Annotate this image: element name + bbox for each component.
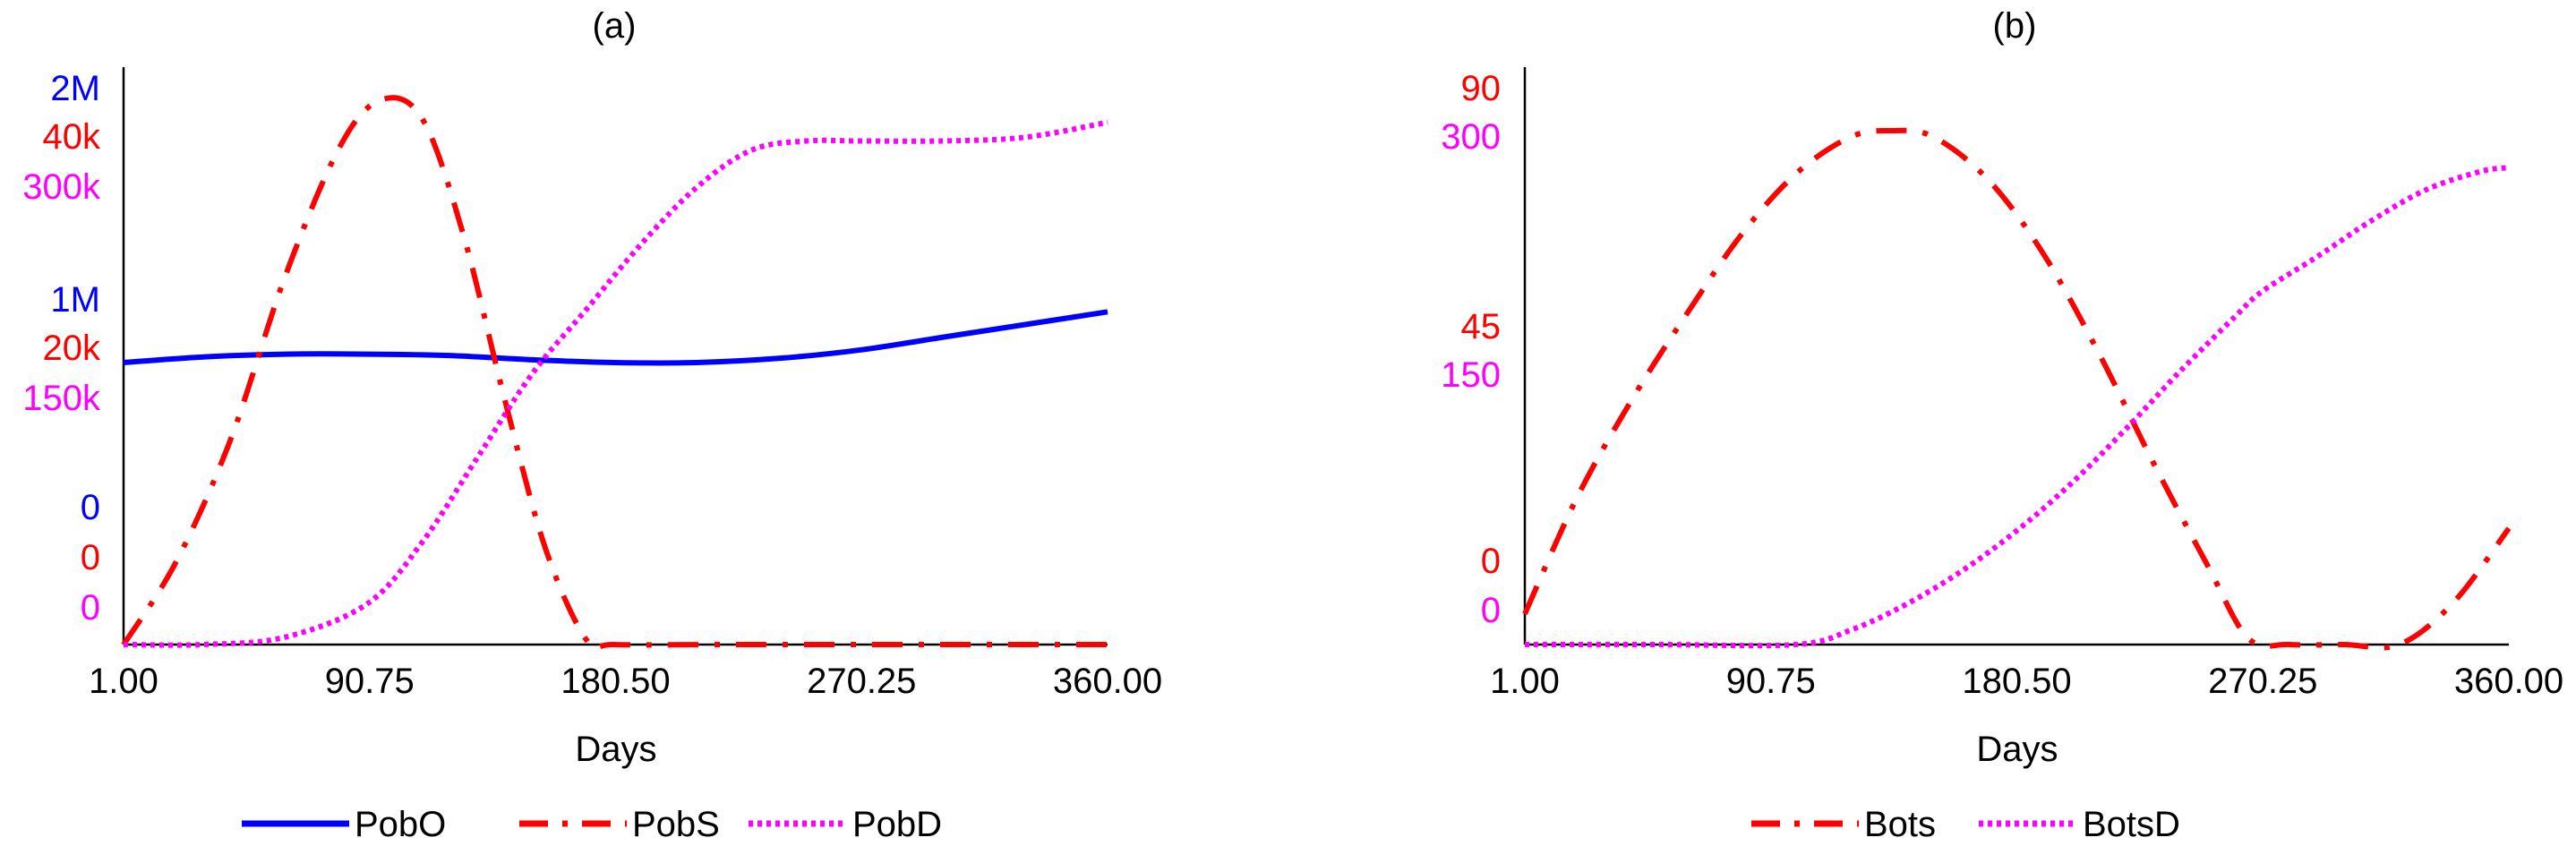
legend-label-pobd: PobD — [852, 805, 942, 844]
x-tick-label: 270.25 — [807, 662, 916, 701]
chart-title-a: (a) — [593, 6, 637, 46]
x-tick-label: 1.00 — [1490, 662, 1560, 701]
y-tick-label: 0 — [81, 588, 100, 628]
x-tick-labels-b: 1.00 90.75 180.50 270.25 360.00 — [1490, 662, 2563, 701]
y-tick-labels-b: 0 45 90 0 150 300 — [1441, 69, 1501, 630]
panel-b: (b) 0 45 90 0 150 300 1.00 90.75 180.50 270.25 36… — [1441, 6, 2563, 844]
chart-title-b: (b) — [1993, 6, 2037, 46]
series-line-pobd — [123, 119, 1108, 648]
y-tick-labels-a: 0 1M 2M 0 20k 40k 0 150k 300k — [22, 69, 101, 628]
x-tick-label: 180.50 — [1962, 662, 2071, 701]
y-tick-label: 1M — [50, 280, 100, 320]
legend-label-pobs: PobS — [632, 805, 720, 844]
y-tick-label: 40k — [43, 117, 101, 157]
y-tick-label: 0 — [81, 538, 100, 577]
y-tick-label: 0 — [81, 488, 100, 527]
x-tick-label: 1.00 — [89, 662, 158, 701]
x-tick-label: 360.00 — [2454, 662, 2563, 701]
panel-a: (a) 0 1M 2M 0 20k 40k 0 150k 300k 1.00 90.75 180.5… — [22, 6, 1162, 844]
y-tick-label: 0 — [1481, 542, 1501, 581]
x-tick-label: 90.75 — [1726, 662, 1816, 701]
y-tick-label: 45 — [1461, 307, 1502, 346]
y-tick-label: 150k — [22, 379, 101, 418]
y-tick-label: 90 — [1461, 69, 1502, 108]
x-tick-label: 270.25 — [2208, 662, 2317, 701]
x-tick-labels-a: 1.00 90.75 180.50 270.25 360.00 — [89, 662, 1162, 701]
x-tick-label: 180.50 — [561, 662, 670, 701]
x-axis-label-a: Days — [575, 730, 656, 769]
x-tick-label: 90.75 — [325, 662, 415, 701]
series-lines-b — [1522, 127, 2512, 651]
series-line-botsd — [1525, 165, 2510, 649]
legend-a: PobO PobS PobD — [242, 805, 942, 844]
y-tick-label: 300k — [22, 167, 101, 207]
legend-label-botsd: BotsD — [2083, 805, 2180, 844]
y-tick-label: 20k — [43, 329, 101, 368]
legend-label-pobo: PobO — [355, 805, 446, 844]
y-tick-label: 0 — [1481, 591, 1501, 630]
legend-label-bots: Bots — [1864, 805, 1936, 844]
series-line-bots — [1522, 127, 2512, 651]
series-line-pobs — [121, 95, 1108, 652]
series-line-pobo — [123, 309, 1108, 366]
x-tick-label: 360.00 — [1053, 662, 1162, 701]
y-tick-label: 300 — [1441, 117, 1501, 157]
series-lines-a — [121, 95, 1108, 652]
legend-b: Bots BotsD — [1751, 805, 2180, 844]
y-tick-label: 150 — [1441, 355, 1501, 395]
x-axis-label-b: Days — [1976, 730, 2058, 769]
y-tick-label: 2M — [50, 69, 100, 108]
